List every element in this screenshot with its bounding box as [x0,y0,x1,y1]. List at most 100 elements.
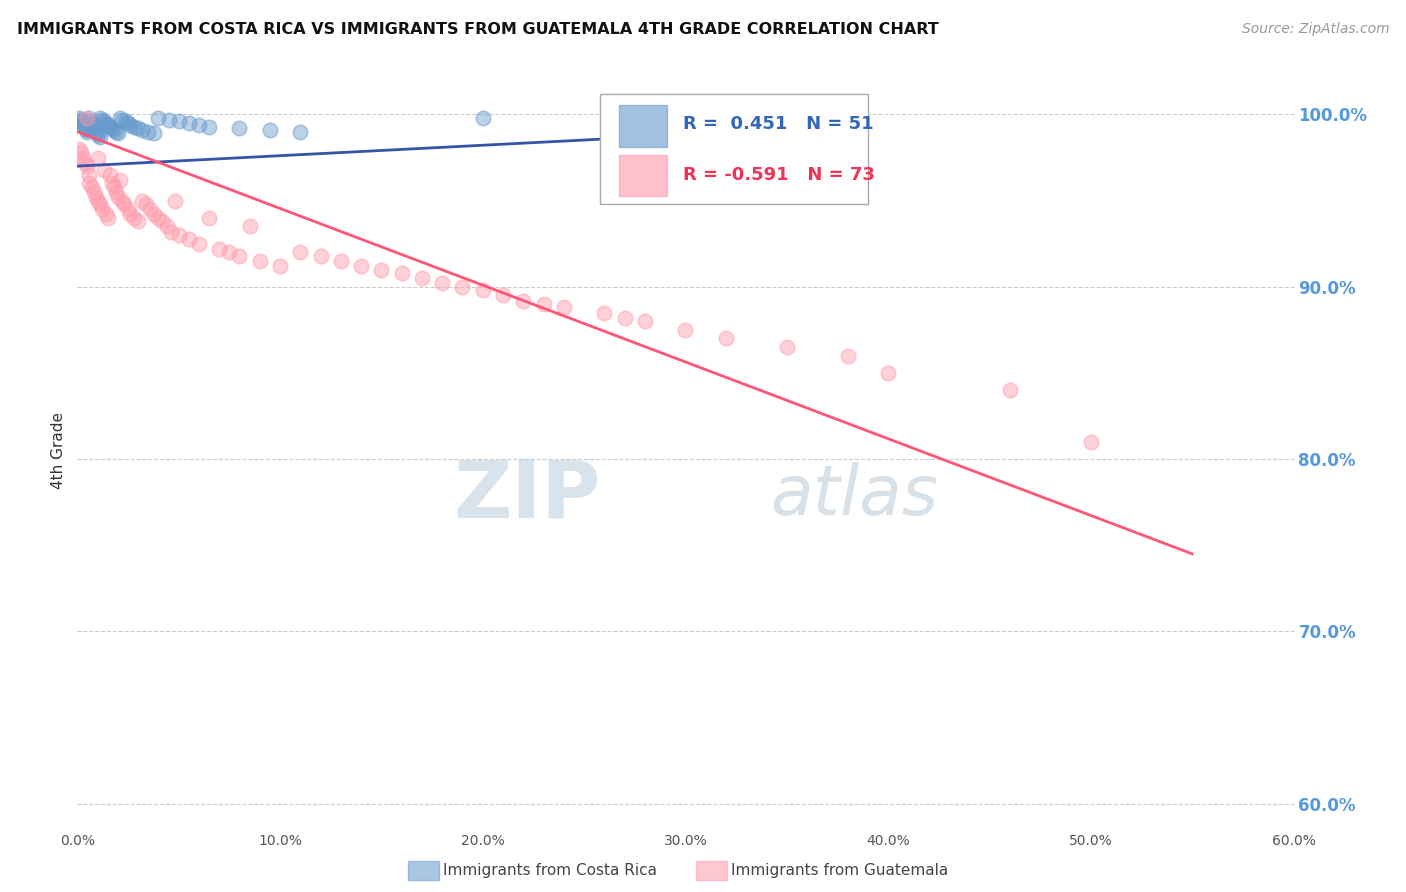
Point [208,242,231,256]
Point [553,301,575,315]
Point [127,121,149,136]
Point [101,177,124,191]
Point [118,118,141,132]
Point [79,168,101,182]
Point [98,120,121,134]
Point [148,111,170,125]
Point [79,114,101,128]
Text: Immigrants from Costa Rica: Immigrants from Costa Rica [443,863,657,878]
Point [104,125,127,139]
Point [72,118,94,132]
Point [776,340,799,354]
Point [90,112,112,127]
Point [112,197,135,211]
Point [370,262,392,277]
Point [157,112,180,127]
Point [97,211,120,225]
Point [135,197,157,211]
Point [83,121,105,136]
Point [76,123,98,137]
Text: ZIP: ZIP [453,457,600,535]
Point [471,111,494,125]
Point [80,118,103,132]
Point [101,121,124,136]
Point [309,249,332,263]
Point [198,211,221,225]
Point [76,125,98,139]
Point [131,194,153,208]
Point [84,125,107,139]
Point [70,145,93,160]
Point [492,288,515,302]
Point [89,111,111,125]
Point [143,127,166,141]
Point [75,120,97,134]
Point [84,190,107,204]
Point [259,123,281,137]
Point [86,151,108,165]
Point [72,151,94,165]
Text: R = -0.591   N = 73: R = -0.591 N = 73 [683,166,875,185]
Point [67,111,90,125]
Point [89,197,111,211]
Point [103,123,125,137]
Point [90,202,112,217]
Point [70,112,93,127]
FancyBboxPatch shape [619,105,668,147]
Point [451,279,474,293]
Point [79,111,101,125]
FancyBboxPatch shape [600,95,868,204]
Point [67,142,90,156]
Point [228,249,250,263]
Point [167,228,190,243]
Point [290,245,312,260]
Point [103,179,125,194]
Text: IMMIGRANTS FROM COSTA RICA VS IMMIGRANTS FROM GUATEMALA 4TH GRADE CORRELATION CH: IMMIGRANTS FROM COSTA RICA VS IMMIGRANTS… [17,22,939,37]
Point [108,111,131,125]
Point [122,120,145,134]
Point [84,123,107,137]
Point [94,207,117,221]
Point [86,128,108,142]
Point [471,283,494,297]
Text: atlas: atlas [770,462,939,530]
Point [167,114,190,128]
Point [1080,434,1102,449]
Point [115,114,138,128]
Point [86,127,108,141]
Text: Source: ZipAtlas.com: Source: ZipAtlas.com [1241,22,1389,37]
Point [249,253,271,268]
Point [80,179,103,194]
Point [198,120,221,134]
Point [93,162,115,177]
Point [93,114,115,128]
Point [117,116,139,130]
Point [163,194,186,208]
Point [80,116,103,130]
Point [411,271,433,285]
Point [76,111,98,125]
Point [127,214,149,228]
Point [998,383,1021,397]
Point [72,116,94,130]
Point [177,231,200,245]
Point [108,173,131,187]
Point [391,266,413,280]
Point [152,214,174,228]
Point [430,277,453,291]
Point [98,168,121,182]
Point [654,164,676,178]
Point [131,123,153,137]
FancyBboxPatch shape [619,155,668,196]
Point [107,190,129,204]
Point [122,211,145,225]
Point [118,207,141,221]
Point [714,331,737,345]
Text: Immigrants from Guatemala: Immigrants from Guatemala [731,863,949,878]
Point [75,121,97,136]
Point [107,127,129,141]
Point [290,125,312,139]
Point [83,185,105,199]
Point [70,114,93,128]
Point [79,177,101,191]
